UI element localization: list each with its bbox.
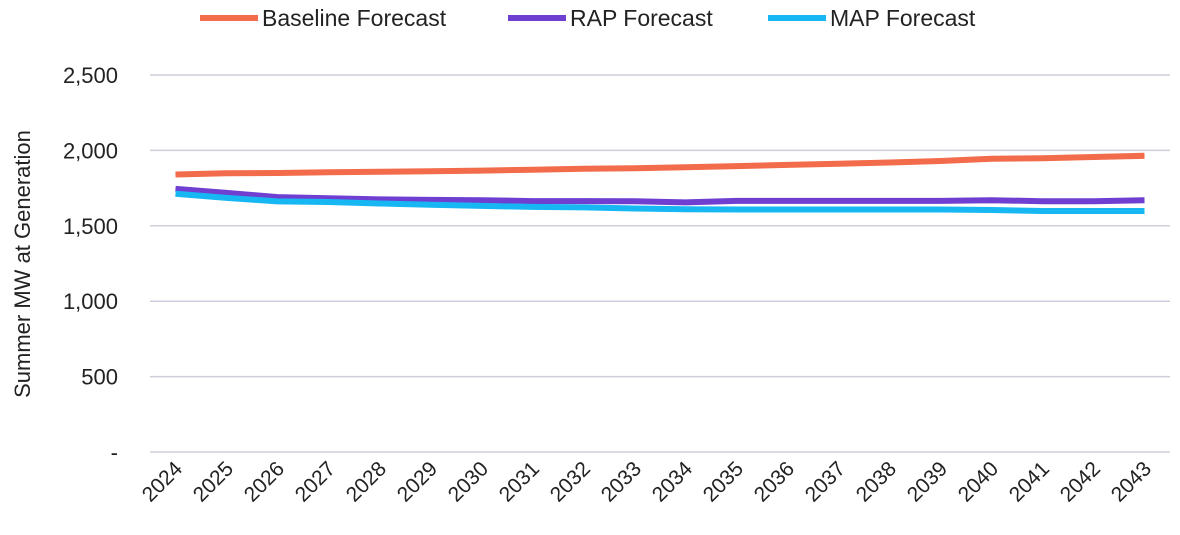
- legend-label: RAP Forecast: [570, 5, 713, 31]
- series-lines: [175, 152, 1145, 214]
- y-tick-label: 1,000: [63, 289, 118, 314]
- x-tick-label: 2037: [801, 457, 850, 506]
- x-tick-label: 2024: [138, 457, 188, 507]
- x-tick-label: 2030: [444, 457, 493, 506]
- x-tick-label: 2028: [342, 457, 391, 506]
- legend: Baseline Forecast RAP Forecast MAP Forecas…: [200, 5, 976, 31]
- x-tick-label: 2039: [903, 457, 952, 506]
- gridlines: [150, 74, 1170, 453]
- series-line-rap-forecast: [175, 185, 1145, 206]
- series-line-baseline-forecast: [175, 152, 1145, 178]
- x-tick-label: 2038: [852, 457, 901, 506]
- y-tick-label: 500: [81, 365, 118, 390]
- x-tick-label: 2029: [393, 457, 442, 506]
- y-tick-label: 2,000: [63, 138, 118, 163]
- x-tick-label: 2041: [1005, 457, 1054, 506]
- series-line-map-forecast: [175, 190, 1145, 214]
- x-tick-label: 2033: [597, 457, 646, 506]
- x-tick-label: 2027: [291, 457, 340, 506]
- legend-label: Baseline Forecast: [262, 5, 447, 31]
- x-tick-label: 2036: [750, 457, 799, 506]
- y-tick-label: 2,500: [63, 63, 118, 88]
- x-tick-label: 2035: [699, 457, 748, 506]
- y-tick-label: 1,500: [63, 214, 118, 239]
- y-axis-ticks: - 500 1,000 1,500 2,000 2,500: [63, 63, 118, 465]
- x-tick-label: 2032: [546, 457, 595, 506]
- x-tick-label: 2031: [495, 457, 544, 506]
- x-tick-label: 2026: [240, 457, 289, 506]
- x-tick-label: 2042: [1056, 457, 1105, 506]
- y-axis-title: Summer MW at Generation: [10, 130, 35, 398]
- x-tick-label: 2025: [189, 457, 238, 506]
- legend-label: MAP Forecast: [830, 5, 976, 31]
- x-tick-label: 2043: [1107, 457, 1156, 506]
- x-axis-ticks: 2024 2025 2026 2027 2028 2029 2030 2031 2032 2033…: [138, 457, 1156, 507]
- y-tick-label: -: [111, 440, 118, 465]
- x-tick-label: 2040: [954, 457, 1003, 506]
- x-tick-label: 2034: [648, 457, 698, 507]
